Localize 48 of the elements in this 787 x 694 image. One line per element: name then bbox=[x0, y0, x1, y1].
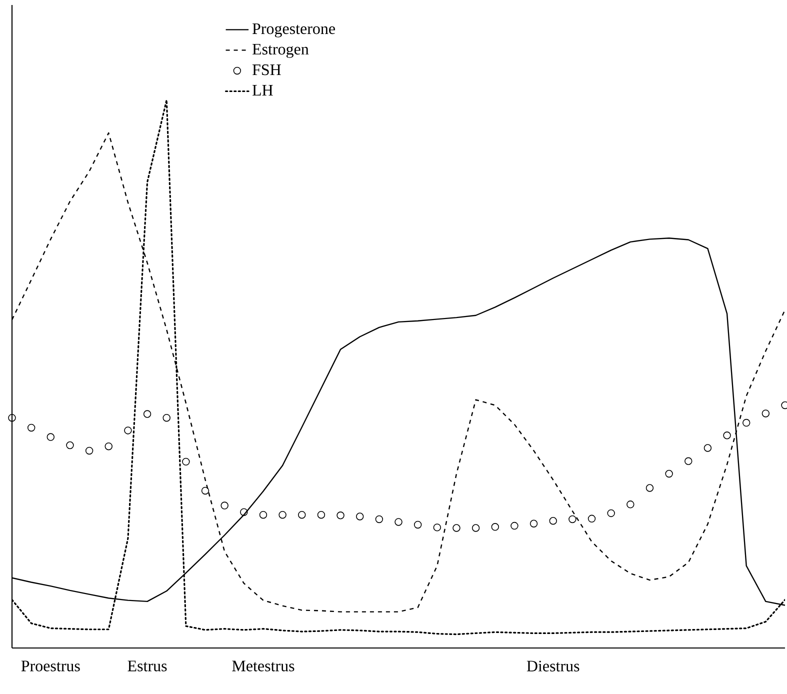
point bbox=[259, 510, 268, 519]
point bbox=[85, 446, 94, 455]
point bbox=[317, 510, 326, 519]
x-tick-label: Proestrus bbox=[21, 660, 80, 672]
point bbox=[491, 523, 499, 531]
point bbox=[762, 410, 770, 418]
point bbox=[356, 512, 364, 520]
point bbox=[8, 414, 16, 422]
legend-label: FSH bbox=[252, 64, 281, 76]
point bbox=[394, 518, 402, 526]
legend-label: LH bbox=[252, 85, 273, 96]
point bbox=[240, 508, 248, 516]
point bbox=[704, 444, 712, 452]
legend-label: Estrogen bbox=[252, 44, 309, 58]
point bbox=[626, 500, 634, 508]
x-tick-label: Estrus bbox=[128, 660, 167, 672]
point bbox=[723, 432, 731, 440]
point bbox=[472, 524, 480, 532]
legend-label: Progesterone bbox=[252, 23, 335, 38]
x-tick-label: Diestrus bbox=[526, 660, 580, 672]
point bbox=[220, 502, 228, 510]
point bbox=[568, 515, 576, 524]
point bbox=[46, 433, 55, 441]
point bbox=[433, 524, 442, 532]
point bbox=[336, 512, 344, 520]
point bbox=[530, 520, 538, 528]
point bbox=[375, 515, 384, 524]
point bbox=[124, 426, 132, 434]
point bbox=[452, 524, 460, 532]
point bbox=[201, 486, 210, 495]
point bbox=[549, 517, 557, 525]
point bbox=[665, 470, 673, 478]
point bbox=[646, 484, 654, 492]
point bbox=[510, 522, 518, 530]
point bbox=[27, 424, 36, 432]
point bbox=[66, 441, 74, 450]
point bbox=[742, 418, 750, 427]
point bbox=[298, 510, 306, 519]
point bbox=[182, 458, 190, 466]
point bbox=[162, 414, 170, 422]
point bbox=[143, 410, 152, 418]
point bbox=[414, 520, 422, 529]
point bbox=[104, 442, 112, 450]
point bbox=[607, 509, 615, 518]
x-tick-label: Metestrus bbox=[232, 660, 294, 672]
point bbox=[684, 457, 692, 466]
point bbox=[588, 514, 596, 523]
point bbox=[278, 510, 286, 519]
